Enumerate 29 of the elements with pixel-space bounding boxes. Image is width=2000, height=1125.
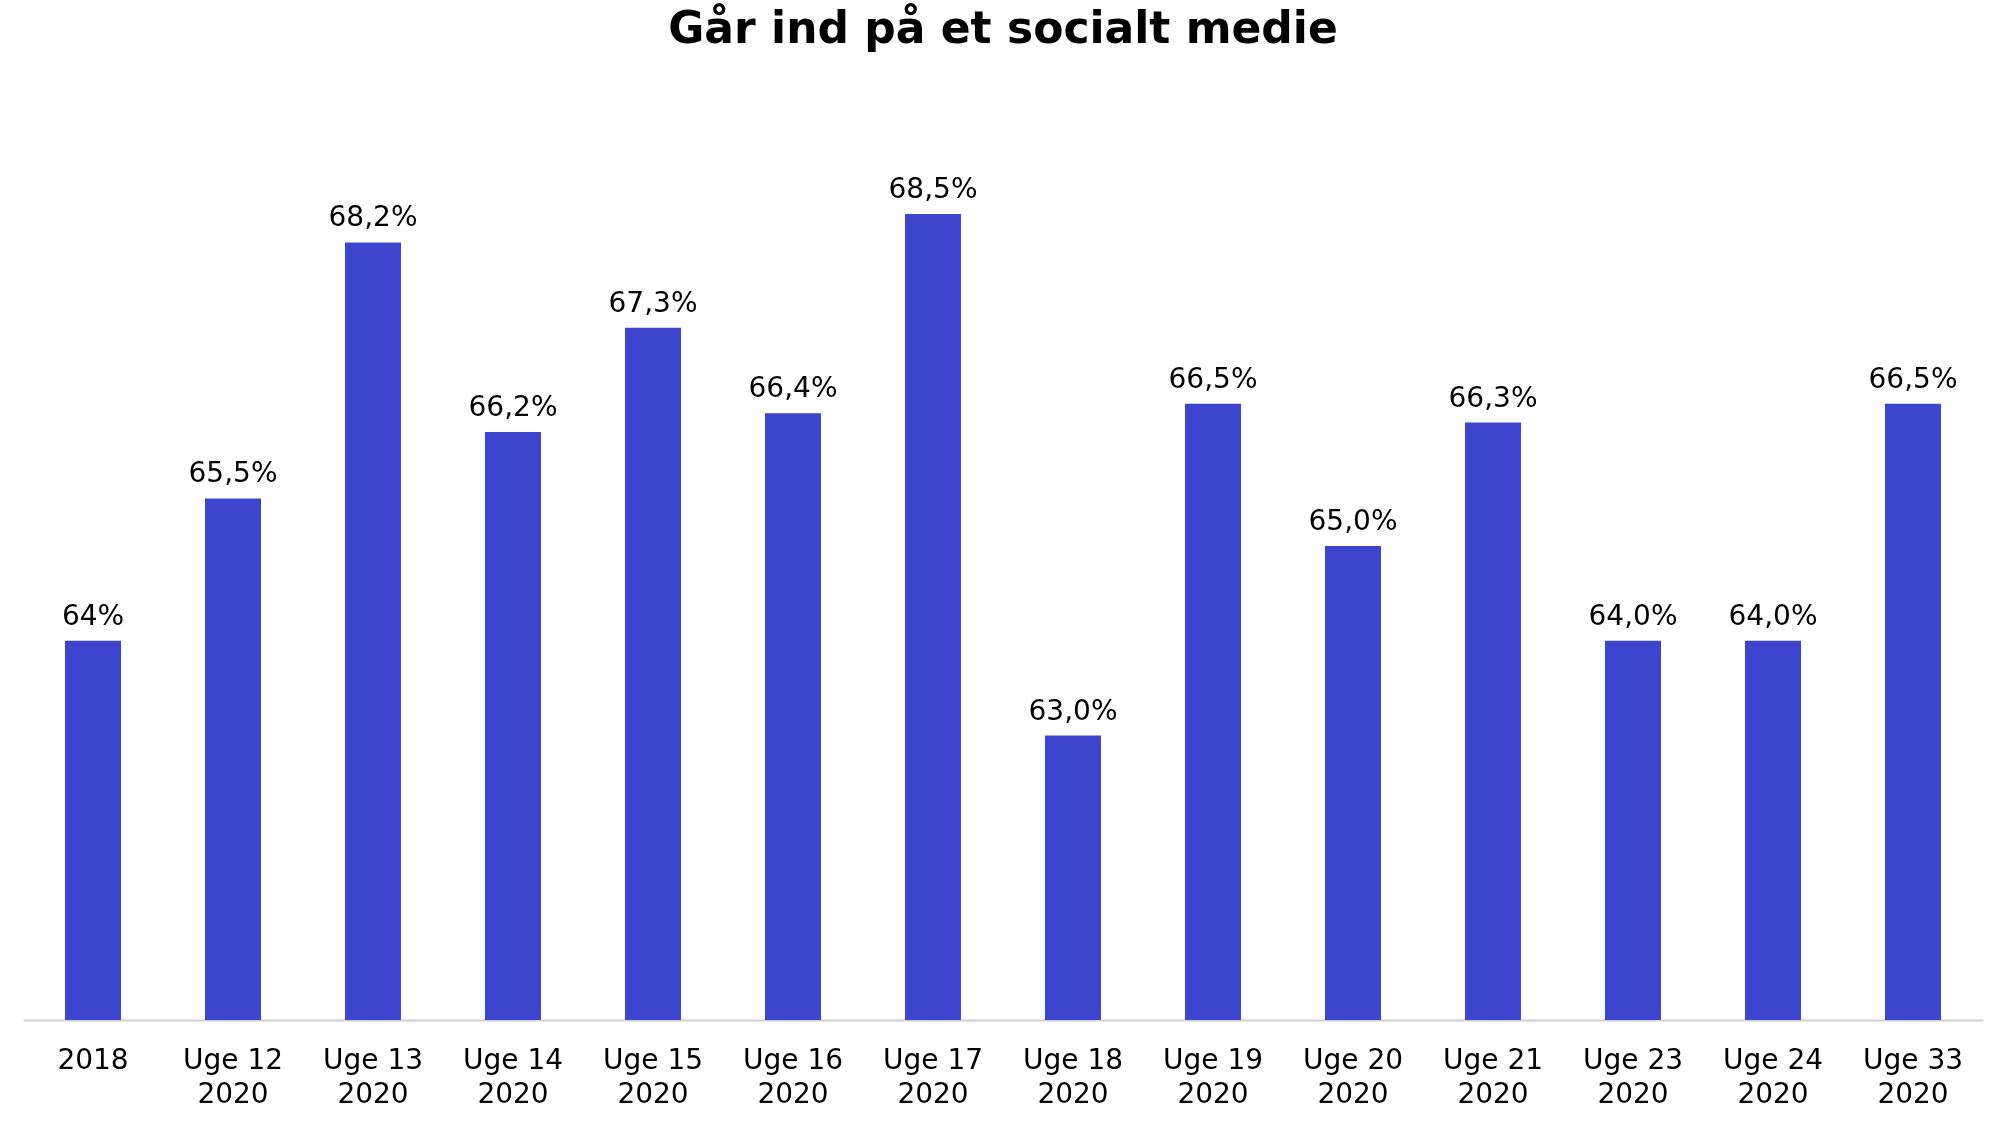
data-label: 65,5% bbox=[188, 456, 278, 490]
data-label: 64,0% bbox=[1588, 598, 1678, 632]
data-label: 66,3% bbox=[1448, 380, 1538, 414]
chart-title: Går ind på et socialt medie bbox=[668, 2, 1338, 53]
x-tick-label: Uge 13 2020 bbox=[322, 1042, 424, 1110]
x-tick-label: Uge 33 2020 bbox=[1862, 1042, 1964, 1110]
x-tick-label: Uge 24 2020 bbox=[1722, 1042, 1824, 1110]
data-label: 66,5% bbox=[1168, 361, 1258, 395]
data-label: 63,0% bbox=[1028, 693, 1118, 727]
data-label: 66,2% bbox=[468, 390, 558, 424]
x-tick-label: 2018 bbox=[57, 1042, 129, 1076]
data-label: 68,2% bbox=[328, 200, 418, 234]
x-tick-label: Uge 14 2020 bbox=[462, 1042, 564, 1110]
data-label: 64,0% bbox=[1728, 598, 1818, 632]
data-label: 68,5% bbox=[888, 172, 978, 205]
data-label: 67,3% bbox=[608, 285, 698, 319]
data-label: 65,0% bbox=[1308, 503, 1398, 537]
x-tick-label: Uge 23 2020 bbox=[1582, 1042, 1684, 1110]
data-label: 64% bbox=[61, 598, 125, 632]
x-tick-label: Uge 15 2020 bbox=[602, 1042, 704, 1110]
x-tick-label: Uge 17 2020 bbox=[882, 1042, 984, 1110]
x-tick-label: Uge 21 2020 bbox=[1442, 1042, 1544, 1110]
x-tick-label: Uge 16 2020 bbox=[742, 1042, 844, 1110]
data-label: 66,5% bbox=[1868, 361, 1958, 395]
x-tick-label: Uge 18 2020 bbox=[1022, 1042, 1124, 1110]
x-tick-label: Uge 20 2020 bbox=[1302, 1042, 1404, 1110]
x-tick-label: Uge 19 2020 bbox=[1162, 1042, 1264, 1110]
data-label: 66,4% bbox=[748, 371, 838, 405]
x-tick-label: Uge 12 2020 bbox=[182, 1042, 284, 1110]
